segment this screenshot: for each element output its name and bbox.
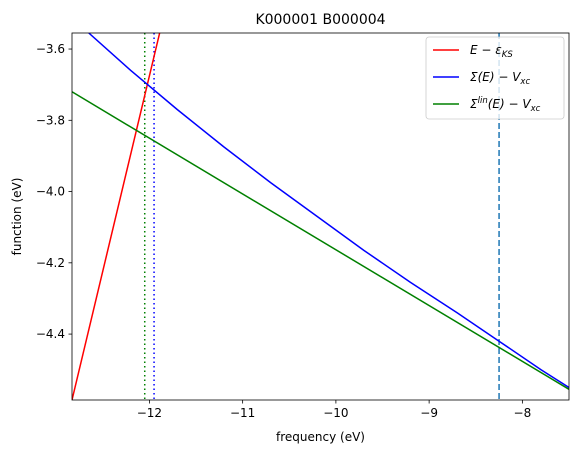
y-tick-label: −4.4 bbox=[36, 327, 65, 341]
x-tick-label: −12 bbox=[137, 406, 162, 420]
plot-frame bbox=[71, 32, 570, 401]
legend: E − εKS Σ(E) − Vxc Σlin(E) − Vxc bbox=[425, 36, 565, 120]
legend-label-sigma_lin_minus_vxc: Σlin(E) − Vxc bbox=[470, 96, 541, 114]
y-axis-label: function (eV) bbox=[10, 178, 24, 256]
x-axis-label: frequency (eV) bbox=[276, 430, 365, 444]
x-tick-label: −8 bbox=[514, 406, 532, 420]
x-tick-label: −9 bbox=[420, 406, 438, 420]
y-tick-label: −4.0 bbox=[36, 185, 65, 199]
x-tick-label: −10 bbox=[323, 406, 348, 420]
y-tick-label: −3.8 bbox=[36, 113, 65, 127]
legend-label-sigma_minus_vxc: Σ(E) − Vxc bbox=[470, 70, 530, 87]
y-tick-label: −4.2 bbox=[36, 256, 65, 270]
legend-box bbox=[425, 36, 565, 120]
series-line-sigma_minus_vxc bbox=[88, 33, 569, 389]
legend-label-e_minus_eks: E − εKS bbox=[470, 43, 513, 60]
series-line-sigma_lin_minus_vxc bbox=[72, 91, 569, 390]
y-tick-label: −3.6 bbox=[36, 42, 65, 56]
chart-title: K000001 B000004 bbox=[255, 12, 385, 28]
series-line-e_minus_eks bbox=[72, 33, 161, 400]
x-tick-label: −11 bbox=[230, 406, 255, 420]
